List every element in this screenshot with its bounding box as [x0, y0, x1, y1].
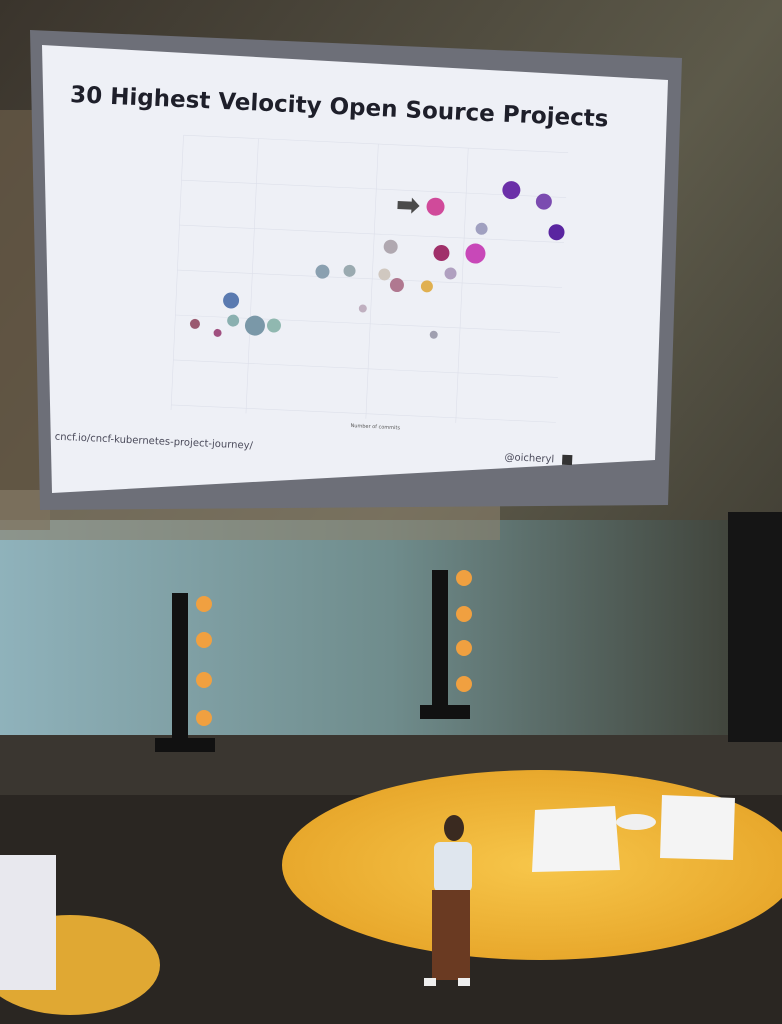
arrow [397, 197, 420, 214]
chair [660, 795, 735, 860]
bubbles [189, 181, 565, 339]
backdrop-lower [0, 520, 782, 740]
slide-handle: @oicheryl [504, 452, 554, 465]
table [616, 814, 656, 830]
chart-grid [170, 134, 569, 423]
stage-spotlight [282, 770, 782, 960]
logo [561, 454, 573, 466]
light-tower [155, 570, 472, 752]
speaker-stack [728, 512, 782, 742]
chair [532, 806, 620, 872]
presenter [424, 815, 472, 986]
banner [0, 855, 56, 990]
x-axis-label: Number of commits [350, 423, 400, 431]
